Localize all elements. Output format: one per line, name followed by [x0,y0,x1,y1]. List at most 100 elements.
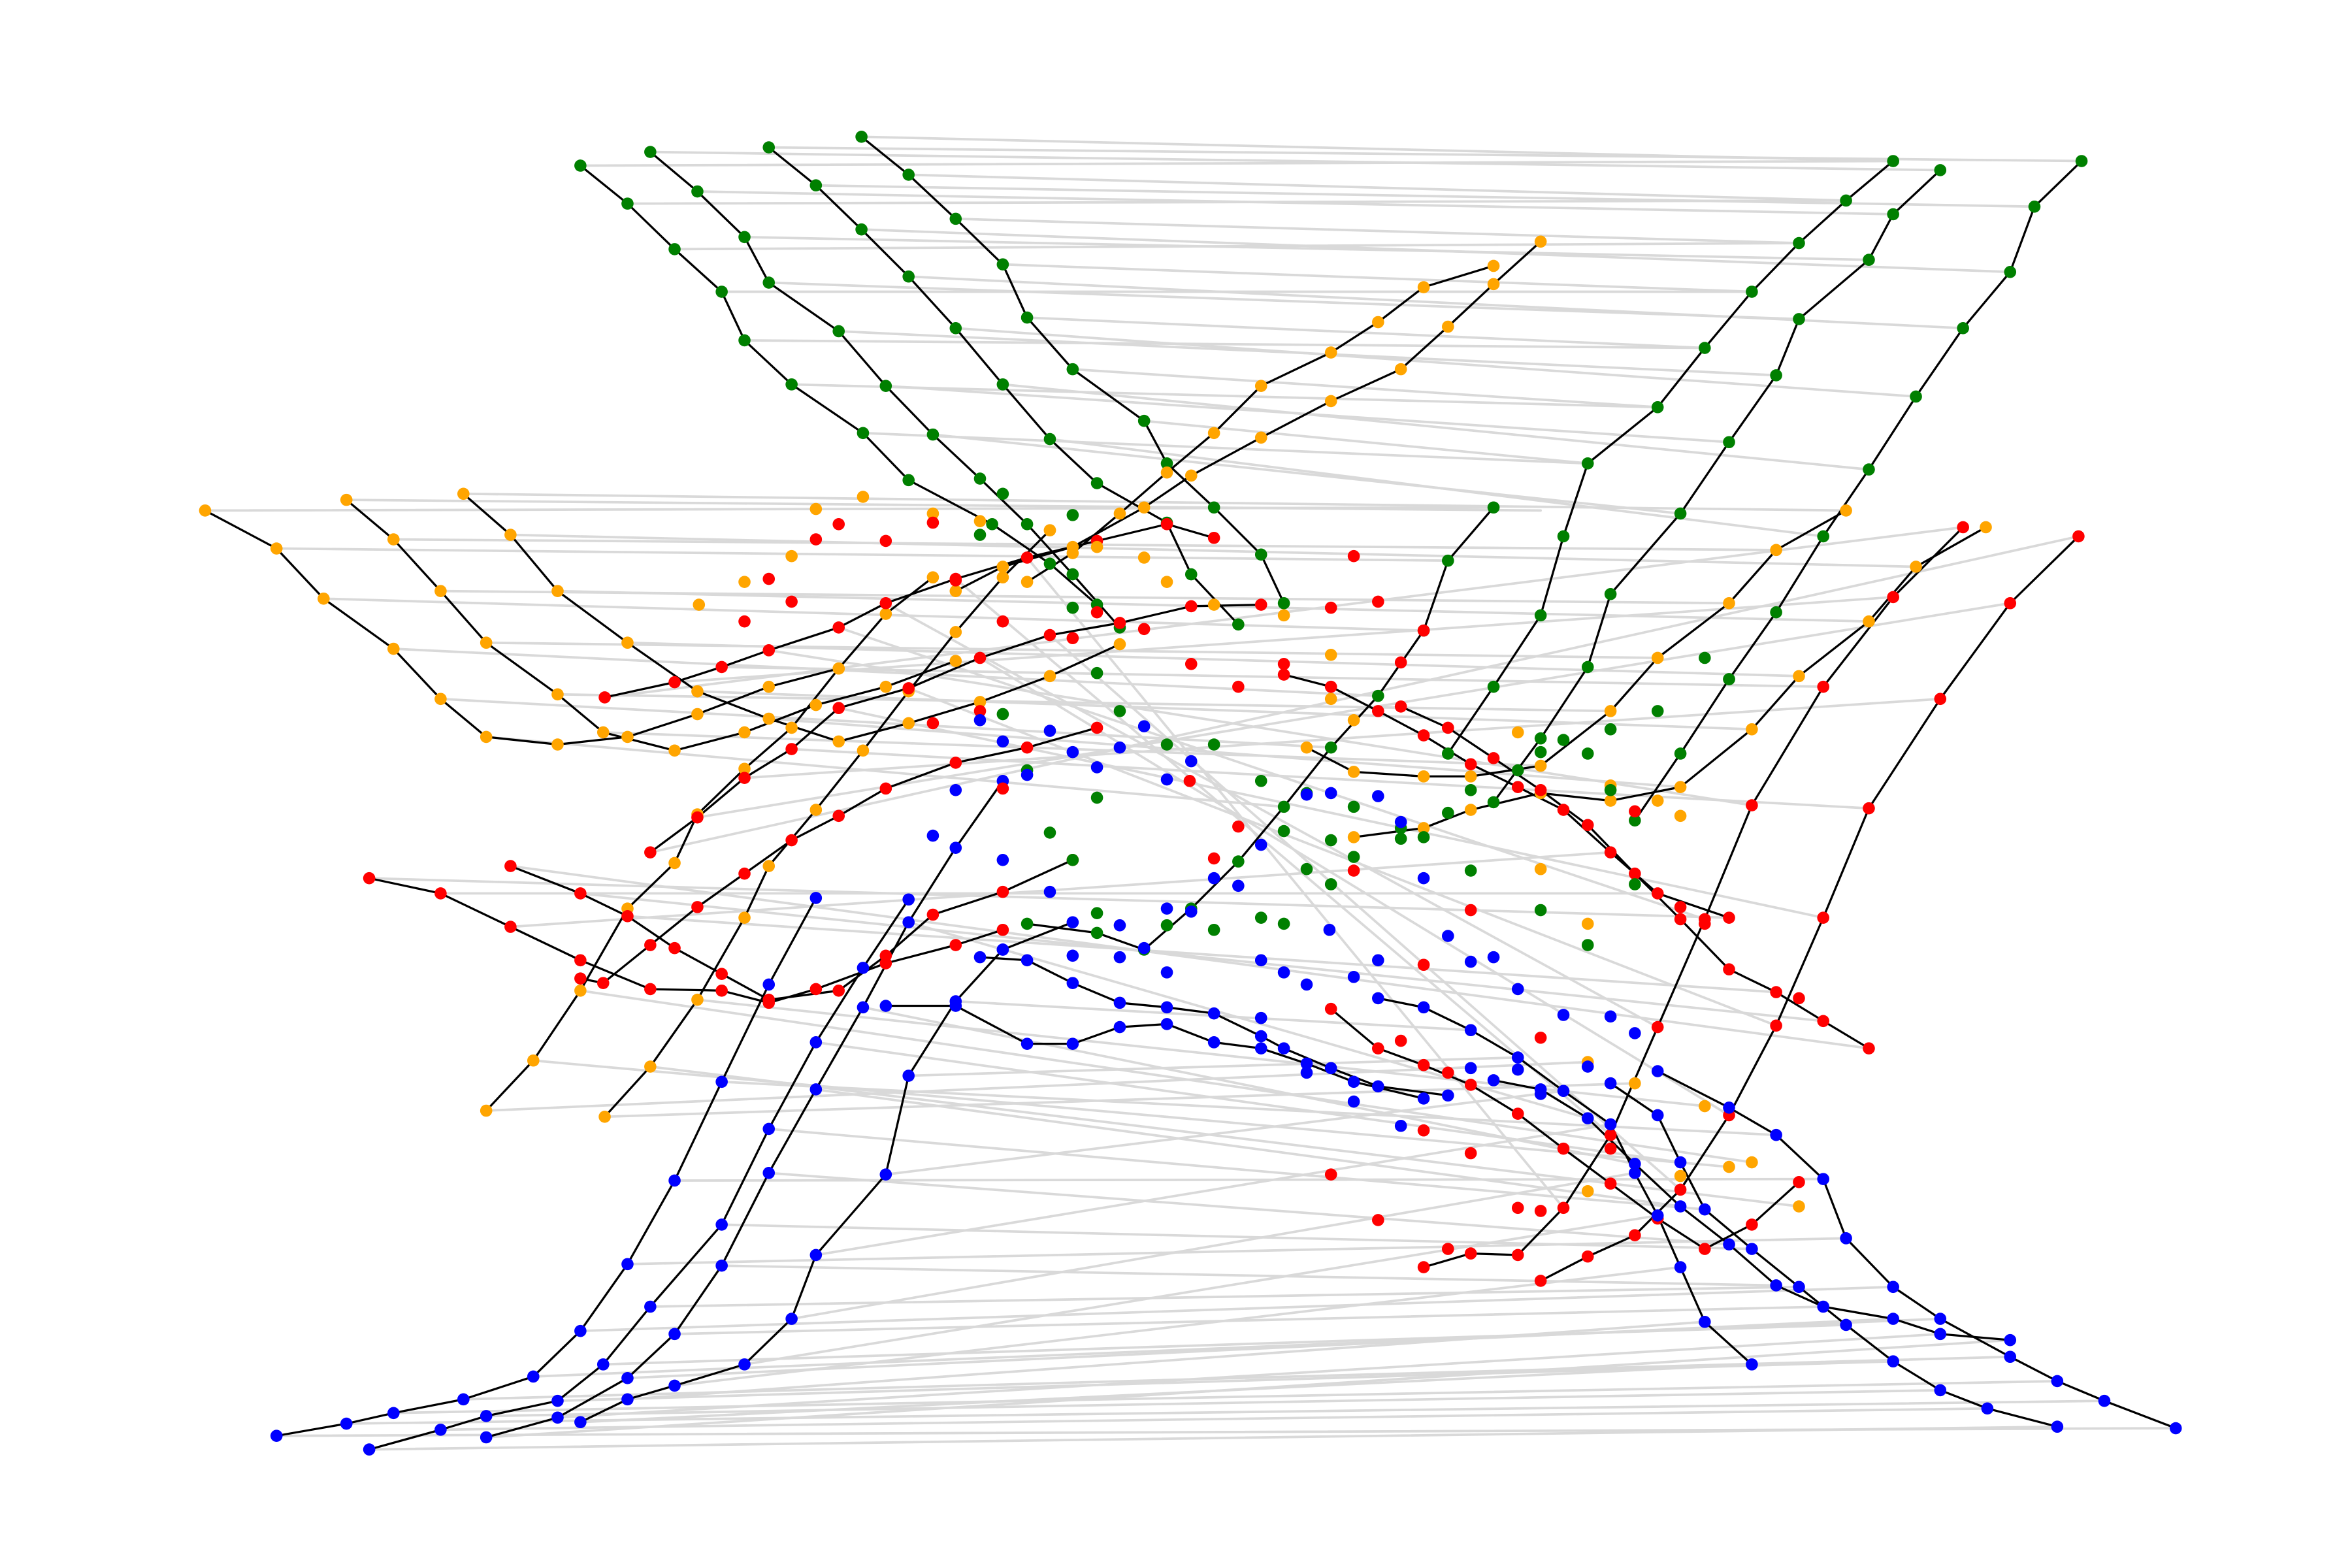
strand-edge [1822,807,1870,919]
blue-node [926,829,939,842]
orange-node [1347,766,1360,778]
strand-edge [1166,1006,1215,1015]
green-node [1394,832,1407,845]
green-node [902,270,915,283]
strand-edge [1166,521,1192,576]
red-node [1511,781,1524,793]
blue-node [1699,1203,1711,1216]
strand-edge [673,731,746,752]
red-node [715,984,728,997]
blue-node [1160,773,1173,786]
cross-edge [579,989,1754,1164]
blue-node [1817,1173,1829,1185]
strand-edge [955,565,1004,593]
orange-node [1113,507,1126,520]
strand-edge [696,917,746,1001]
strand-edge [907,700,981,725]
cross-edge [1071,368,1659,409]
orange-node [1441,320,1454,333]
green-node [1557,530,1570,543]
blue-node [1981,1402,1994,1415]
green-node [1534,609,1547,622]
green-node [1840,194,1852,207]
red-node [1674,913,1687,926]
red-node [691,811,704,824]
green-node [1090,666,1103,679]
orange-node [1347,714,1360,727]
green-node [1863,253,1875,266]
green-node [1207,923,1220,936]
blue-node [527,1370,540,1383]
strand-edge [2009,1356,2059,1382]
red-node [1629,1229,1641,1241]
strand-edge [1586,406,1659,465]
strand-edge [955,928,1004,947]
strand-edge [862,898,910,970]
cross-edge [767,1171,1731,1246]
blue-node [738,1358,751,1371]
red-node [1604,846,1617,858]
red-node [1723,963,1735,976]
blue-node [1746,1243,1758,1255]
blue-node [1300,1057,1313,1070]
green-node [1441,747,1454,760]
green-node [1534,732,1547,745]
strand-edge [1446,727,1495,760]
strand-edge [1446,685,1495,755]
strand-edge [1703,804,1754,921]
green-node [1043,433,1056,446]
blue-node [644,1300,657,1313]
blue-node [1021,954,1034,967]
strand-edge [602,943,651,985]
strand-edge [955,1004,1028,1045]
strand-edge [1071,506,1145,548]
blue-node [996,735,1009,748]
green-node [644,146,657,158]
strand-edge [1026,523,1074,576]
green-node [1137,414,1151,427]
red-node [1372,595,1384,608]
red-node [1863,1042,1875,1054]
orange-node [762,712,776,725]
red-node [1581,819,1594,832]
blue-node [1511,983,1524,996]
strand-edge [1399,705,1449,729]
orange-node [926,571,939,584]
green-node [1441,806,1454,819]
cross-edge [743,697,1942,779]
blue-node [668,1328,681,1341]
red-node [1863,802,1875,815]
red-node [1207,531,1220,544]
blue-node [949,1000,962,1012]
strand-edge [743,839,793,875]
red-node [1372,1214,1384,1226]
strand-edge [1049,438,1098,485]
cross-edge [767,281,1801,321]
strand-edge [2103,1399,2177,1429]
strand-edge [1330,368,1402,402]
strand-edge [1422,559,1449,632]
orange-node [1511,726,1524,739]
blue-node [1934,1313,1947,1325]
strand-edge [979,477,1028,525]
blue-node [574,1416,587,1429]
cross-edge [696,602,2012,819]
strand-edge [673,666,723,683]
strand-edge [1049,563,1098,606]
strand-edge [1727,1024,1778,1117]
strand-edge [1096,523,1168,542]
strand-edge [743,1317,793,1365]
strand-edge [1377,286,1425,323]
cross-edge [907,275,1965,330]
blue-node [2098,1394,2111,1407]
orange-node [1300,741,1313,754]
orange-node [973,696,987,708]
green-node [1887,208,1899,221]
blue-node [1372,1080,1384,1093]
strand-edge [579,1398,629,1424]
strand-edge [1071,1026,1121,1045]
cross-edge [767,717,1682,789]
green-node [621,197,634,210]
orange-node [1487,278,1500,291]
orange-node [1534,862,1547,875]
